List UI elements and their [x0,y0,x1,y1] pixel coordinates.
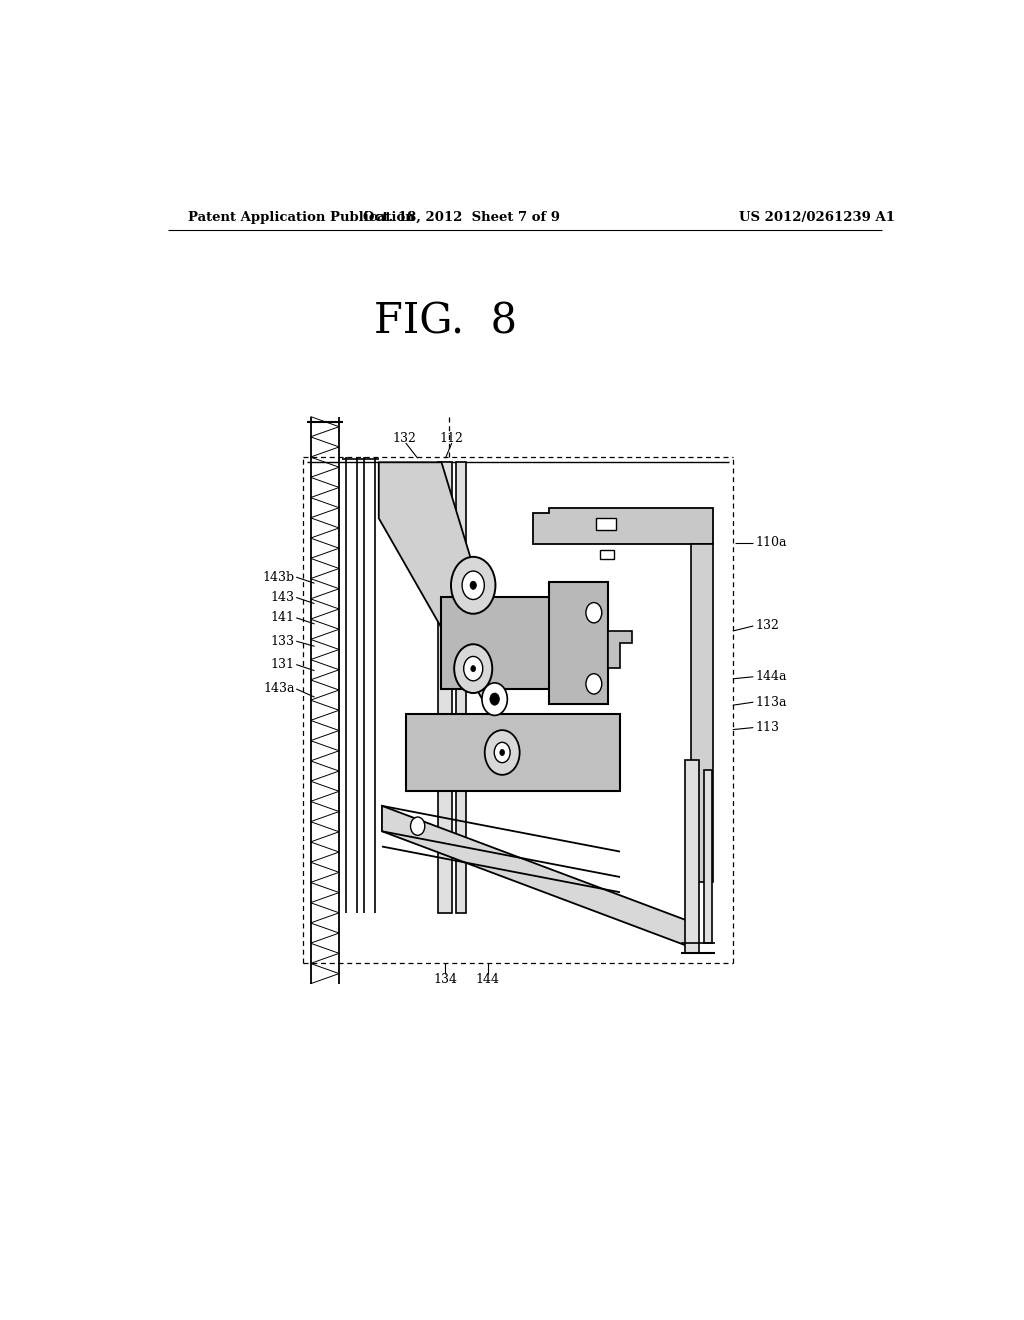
Circle shape [470,581,476,589]
Polygon shape [382,805,693,948]
Text: 110a: 110a [755,536,786,549]
Bar [705,771,712,942]
Circle shape [495,742,510,763]
Circle shape [500,750,505,755]
Text: 113: 113 [755,721,779,734]
Circle shape [484,730,519,775]
Bar [441,598,600,689]
Polygon shape [608,631,632,668]
Bar [456,462,466,912]
Text: FIG.  8: FIG. 8 [374,300,517,342]
Text: 141: 141 [270,611,295,624]
Text: 113a: 113a [755,696,786,709]
Bar [685,760,699,953]
Text: 144a: 144a [755,671,786,684]
Text: 134: 134 [433,973,458,986]
Text: Patent Application Publication: Patent Application Publication [187,211,415,224]
Text: 143: 143 [270,591,295,605]
Circle shape [462,572,484,599]
Text: 143b: 143b [262,570,295,583]
Bar [406,714,621,791]
Circle shape [464,656,482,681]
Bar [437,462,452,912]
Polygon shape [379,462,509,704]
Text: 133: 133 [270,635,295,648]
Circle shape [586,673,602,694]
Circle shape [451,557,496,614]
Text: 143a: 143a [263,682,295,696]
Bar [596,519,616,531]
Circle shape [586,602,602,623]
Text: 132: 132 [755,619,779,632]
Bar [691,544,713,882]
Text: 144: 144 [475,973,500,986]
Text: Oct. 18, 2012  Sheet 7 of 9: Oct. 18, 2012 Sheet 7 of 9 [362,211,560,224]
Circle shape [471,665,475,672]
Circle shape [411,817,425,836]
Polygon shape [532,508,713,544]
Text: 131: 131 [270,659,295,671]
Circle shape [455,644,493,693]
Text: US 2012/0261239 A1: US 2012/0261239 A1 [739,211,895,224]
Text: 132: 132 [392,433,416,445]
Circle shape [489,693,500,705]
Circle shape [482,682,507,715]
Bar [549,582,608,704]
Bar [600,549,614,558]
Text: 112: 112 [440,433,464,445]
